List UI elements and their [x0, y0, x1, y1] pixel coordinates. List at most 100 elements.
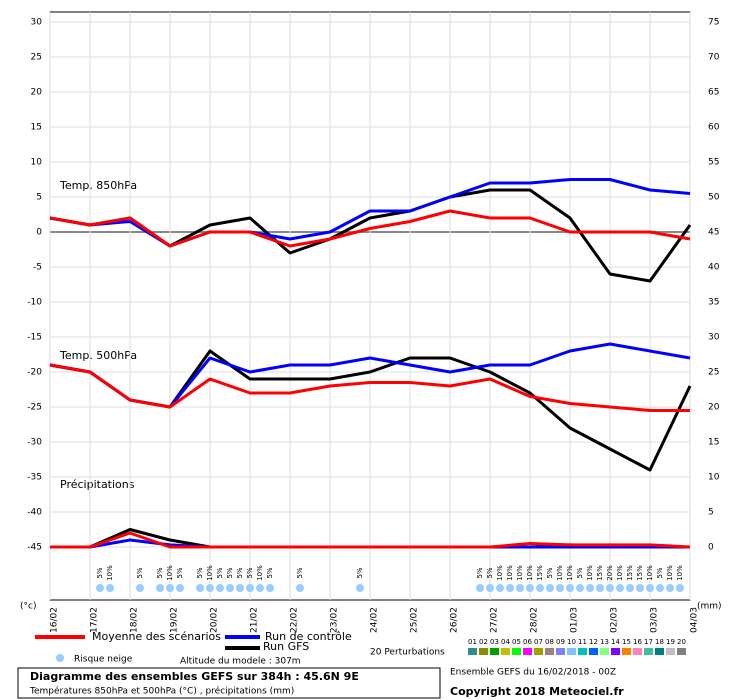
x-tick-label: 02/03	[610, 607, 620, 633]
snow-percent: 10%	[106, 565, 114, 581]
snow-flake	[246, 584, 254, 592]
snow-percent: 5%	[296, 567, 304, 578]
run-info: Ensemble GEFS du 16/02/2018 - 00Z	[450, 668, 616, 678]
perturbation-swatch	[611, 648, 620, 655]
x-tick-label: 01/03	[570, 607, 580, 633]
snow-flake	[596, 584, 604, 592]
panel-label: Temp. 500hPa	[59, 349, 137, 362]
panel-label: Précipitations	[60, 478, 135, 491]
snow-flake	[226, 584, 234, 592]
y2-tick-label: 70	[708, 53, 720, 63]
y2-tick-label: 35	[708, 298, 719, 308]
snow-flake	[636, 584, 644, 592]
perturbation-swatch	[468, 648, 477, 655]
snow-percent: 5%	[136, 567, 144, 578]
legend-label: Moyenne des scénarios	[92, 630, 221, 643]
perturbation-name: 07	[534, 638, 543, 646]
snow-percent: 10%	[676, 565, 684, 581]
snow-flake	[216, 584, 224, 592]
perturbation-name: 16	[633, 638, 642, 646]
y-tick-label: -35	[27, 473, 42, 483]
perturbation-name: 18	[655, 638, 664, 646]
snow-flake	[616, 584, 624, 592]
snow-flake	[506, 584, 514, 592]
snow-flake	[296, 584, 304, 592]
y2-tick-label: 0	[708, 543, 714, 553]
snow-percent: 5%	[226, 567, 234, 578]
snow-icon	[56, 654, 64, 662]
perturbation-name: 13	[600, 638, 609, 646]
snow-percent: 5%	[356, 567, 364, 578]
snow-flake	[356, 584, 364, 592]
snow-flake	[156, 584, 164, 592]
perturbation-name: 19	[666, 638, 675, 646]
y2-tick-label: 30	[708, 333, 720, 343]
perturbation-name: 02	[479, 638, 488, 646]
perturbation-name: 04	[501, 638, 510, 646]
snow-flake	[486, 584, 494, 592]
x-tick-label: 27/02	[490, 607, 500, 633]
x-tick-label: 22/02	[290, 607, 300, 633]
perturbation-swatch	[556, 648, 565, 655]
y-tick-label: 5	[36, 193, 42, 203]
copyright: Copyright 2018 Meteociel.fr	[450, 685, 624, 698]
snow-percent: 5%	[486, 567, 494, 578]
perturbation-swatch	[567, 648, 576, 655]
altitude: Altitude du modele : 307m	[180, 657, 301, 667]
snow-percent: 5%	[656, 567, 664, 578]
snow-percent: 5%	[96, 567, 104, 578]
x-tick-label: 26/02	[450, 607, 460, 633]
y-tick-label: 25	[31, 53, 42, 63]
snow-percent: 5%	[266, 567, 274, 578]
snow-flake	[546, 584, 554, 592]
snow-flake	[666, 584, 674, 592]
y-tick-label: -25	[27, 403, 42, 413]
x-tick-label: 19/02	[170, 607, 180, 633]
legend-label: Run GFS	[263, 640, 309, 653]
snow-percent: 15%	[636, 565, 644, 581]
y-tick-label: 20	[31, 88, 43, 98]
perturbation-swatch	[545, 648, 554, 655]
x-tick-label: 23/02	[330, 607, 340, 633]
perturbation-swatch	[501, 648, 510, 655]
y-tick-label: -15	[27, 333, 42, 343]
x-tick-label: 18/02	[130, 607, 140, 633]
perturbation-name: 11	[578, 638, 587, 646]
y-tick-label: -20	[27, 368, 42, 378]
perturbation-name: 20	[677, 638, 686, 646]
snow-flake	[586, 584, 594, 592]
snow-label: Risque neige	[74, 655, 133, 665]
y-tick-label: 30	[31, 18, 43, 28]
series-line	[50, 531, 691, 549]
y-tick-label: -30	[27, 438, 42, 448]
snow-flake	[646, 584, 654, 592]
perturbation-swatch	[655, 648, 664, 655]
snow-percent: 10%	[666, 565, 674, 581]
snow-flake	[256, 584, 264, 592]
snow-flake	[206, 584, 214, 592]
snow-flake	[626, 584, 634, 592]
snow-flake	[496, 584, 504, 592]
y-tick-label: -10	[27, 298, 42, 308]
snow-flake	[166, 584, 174, 592]
series-line	[49, 363, 690, 412]
snow-percent: 10%	[206, 565, 214, 581]
snow-percent: 10%	[516, 565, 524, 581]
snow-percent: 10%	[526, 565, 534, 581]
y2-unit: (mm)	[697, 602, 722, 612]
snow-percent: 5%	[476, 567, 484, 578]
x-tick-label: 03/03	[650, 607, 660, 633]
perturbation-swatch	[534, 648, 543, 655]
y2-tick-label: 65	[708, 88, 719, 98]
snow-percent: 20%	[606, 565, 614, 581]
y-tick-label: -45	[27, 543, 42, 553]
perturbation-swatch	[600, 648, 609, 655]
snow-percent: 10%	[256, 565, 264, 581]
perturbation-label: 20 Perturbations	[370, 648, 445, 658]
perturbation-name: 08	[545, 638, 554, 646]
perturbation-name: 12	[589, 638, 598, 646]
y-tick-label: 0	[36, 228, 42, 238]
snow-percent: 10%	[646, 565, 654, 581]
y-tick-label: -40	[27, 508, 42, 518]
